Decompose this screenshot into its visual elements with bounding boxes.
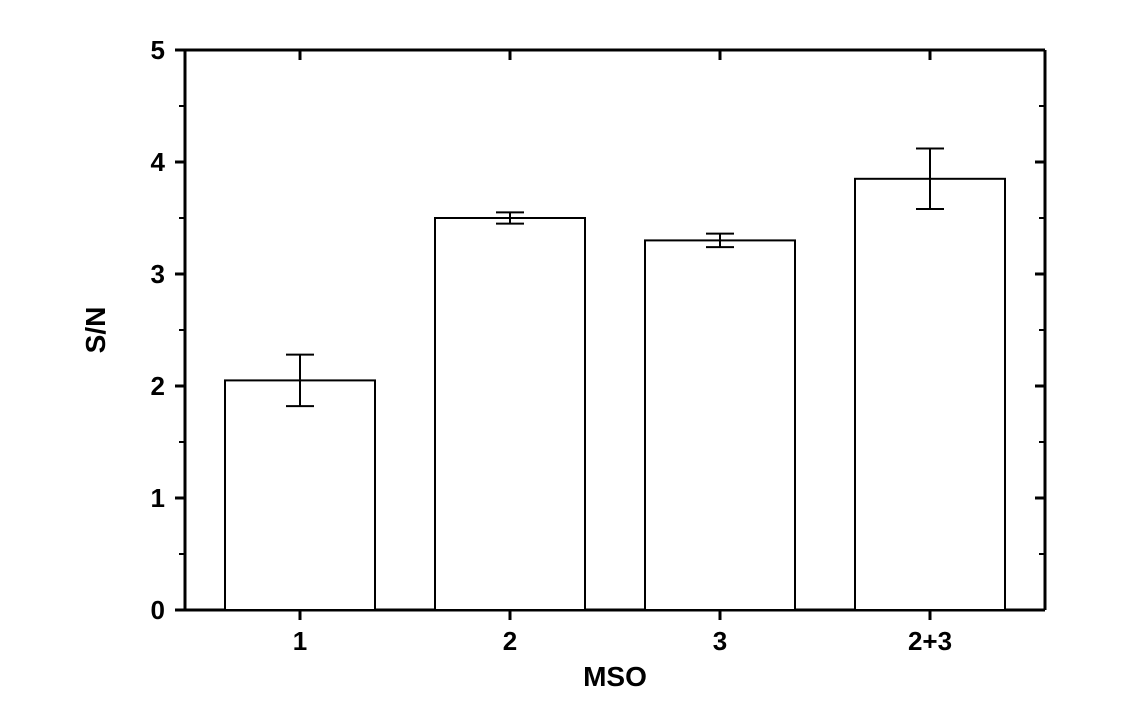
x-tick-label: 2+3 [908,626,952,656]
x-tick-label: 2 [503,626,517,656]
bar-chart: 0 1 2 3 4 5 1 2 3 2+3 S/N MSO [0,0,1123,723]
bar [225,380,375,610]
y-tick-label: 4 [151,147,166,177]
y-tick-label: 3 [151,259,165,289]
y-tick-label: 0 [151,595,165,625]
y-tick-label: 2 [151,371,165,401]
x-axis-label: MSO [583,661,647,692]
chart-container: 0 1 2 3 4 5 1 2 3 2+3 S/N MSO [0,0,1123,723]
bar [435,218,585,610]
x-tick-label: 1 [293,626,307,656]
x-tick-label: 3 [713,626,727,656]
y-tick-label: 5 [151,35,165,65]
bar [855,179,1005,610]
bar [645,240,795,610]
y-tick-label: 1 [151,483,165,513]
y-axis-label: S/N [80,307,111,354]
